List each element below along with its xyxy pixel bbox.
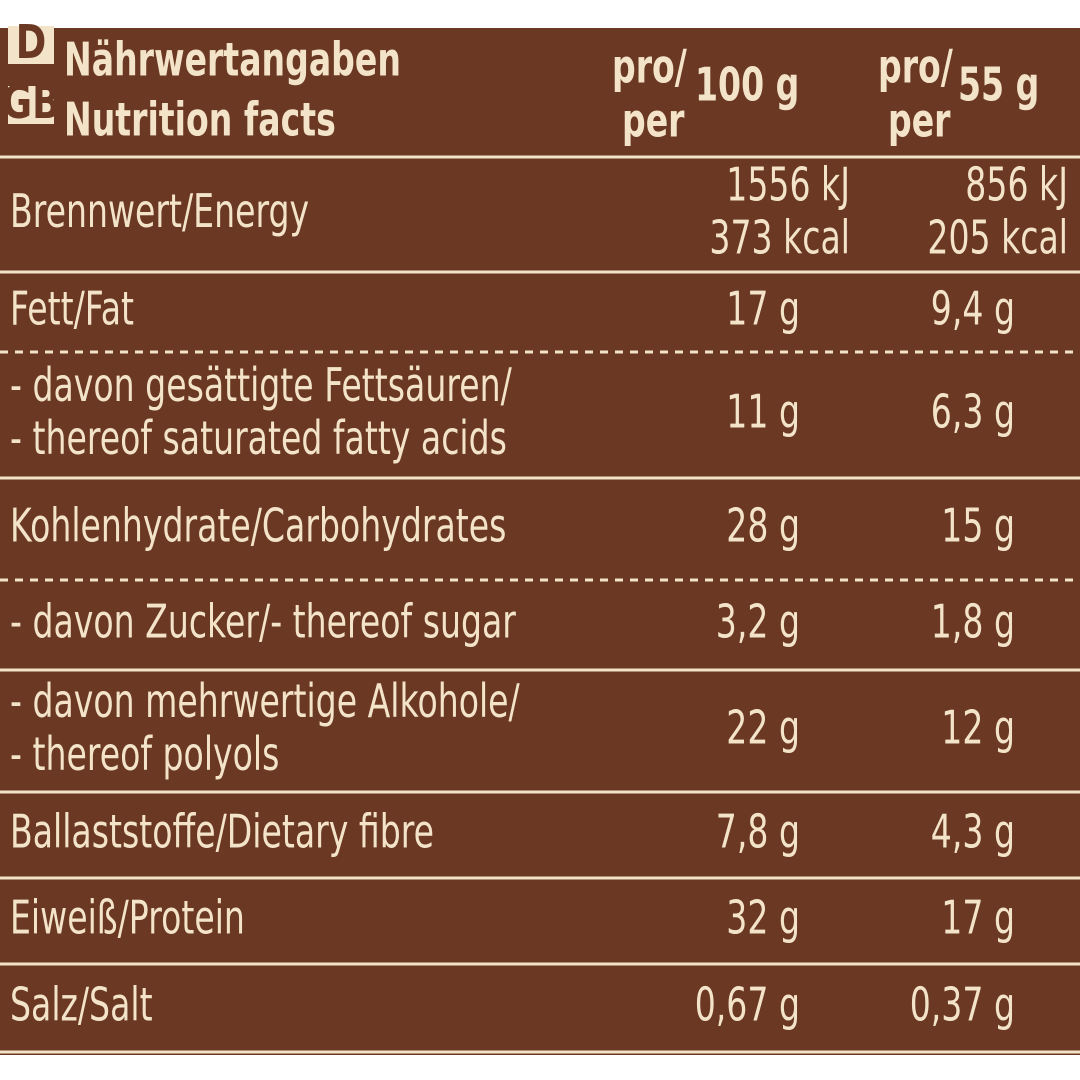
column-amount: 55 g bbox=[958, 59, 1039, 112]
column-pro: pro/ bbox=[878, 41, 953, 94]
row-value: 0,67 g bbox=[695, 979, 800, 1032]
title-de: Nährwertangaben bbox=[64, 34, 401, 87]
row-value: 22 g bbox=[726, 702, 800, 755]
column-amount: 100 g bbox=[695, 59, 799, 112]
row-label: - thereof saturated fatty acids bbox=[10, 413, 507, 466]
label-background bbox=[0, 28, 1080, 1055]
row-label: Eiweiß/Protein bbox=[10, 892, 245, 945]
row-value: 1556 kJ bbox=[726, 159, 850, 212]
row-value: 6,3 g bbox=[931, 386, 1015, 439]
column-per: per bbox=[622, 95, 685, 148]
badge-letter: D bbox=[16, 15, 47, 69]
row-value: 28 g bbox=[726, 500, 800, 553]
row-value: 0,37 g bbox=[910, 979, 1015, 1032]
row-label: Brennwert/Energy bbox=[10, 186, 309, 239]
row-value: 15 g bbox=[941, 500, 1015, 553]
row-label: - thereof polyols bbox=[10, 729, 279, 782]
row-value: 856 kJ bbox=[965, 159, 1068, 212]
row-label: - davon mehrwertige Alkohole/ bbox=[10, 676, 520, 729]
row-value: 205 kcal bbox=[927, 212, 1068, 265]
row-label: Salz/Salt bbox=[10, 979, 153, 1032]
row-label: - davon Zucker/- thereof sugar bbox=[10, 596, 516, 649]
row-value: 32 g bbox=[726, 892, 800, 945]
row-label: Ballaststoffe/Dietary fibre bbox=[10, 806, 434, 859]
row-value: 17 g bbox=[726, 283, 800, 336]
row-value: 3,2 g bbox=[716, 596, 800, 649]
row-label: - davon gesättigte Fettsäuren/ bbox=[10, 360, 512, 413]
row-label: Kohlenhydrate/Carbohydrates bbox=[10, 500, 506, 553]
row-value: 9,4 g bbox=[931, 283, 1015, 336]
row-value: 12 g bbox=[941, 702, 1015, 755]
row-label: Fett/Fat bbox=[10, 283, 134, 336]
row-value: 4,3 g bbox=[931, 806, 1015, 859]
row-value: 7,8 g bbox=[716, 806, 800, 859]
column-pro: pro/ bbox=[612, 41, 687, 94]
row-value: 11 g bbox=[726, 386, 800, 439]
column-per: per bbox=[888, 95, 951, 148]
title-en: Nutrition facts bbox=[64, 94, 336, 147]
language-badge bbox=[8, 86, 54, 124]
language-badge bbox=[8, 26, 54, 64]
row-value: 373 kcal bbox=[709, 212, 850, 265]
badge-letter: GB bbox=[2, 75, 60, 129]
row-value: 1,8 g bbox=[931, 596, 1015, 649]
row-value: 17 g bbox=[941, 892, 1015, 945]
